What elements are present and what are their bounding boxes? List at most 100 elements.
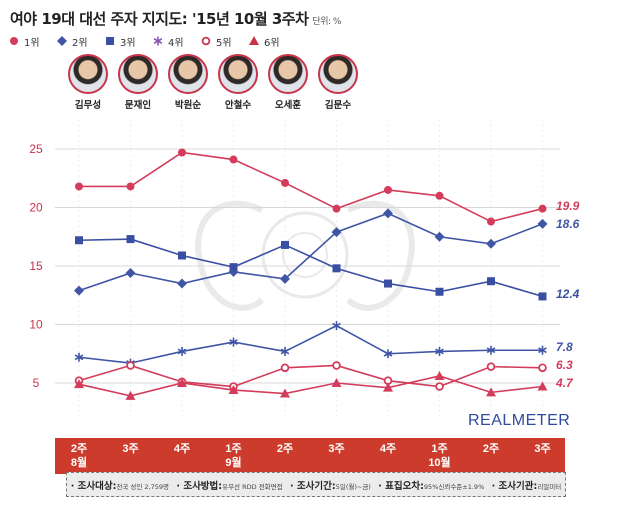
data-point xyxy=(229,263,238,272)
legend: 1위 2위 3위 4위 5위 6위 xyxy=(8,34,608,49)
end-value-label: 18.6 xyxy=(556,217,580,231)
footer-key: · 조사기간: xyxy=(290,480,336,492)
series-line xyxy=(78,212,543,292)
legend-item: 6위 xyxy=(248,34,280,49)
legend-label: 1위 xyxy=(24,37,40,49)
data-point xyxy=(331,378,342,387)
unit-label: 단위: % xyxy=(312,17,341,27)
legend-item: 3위 xyxy=(104,34,136,49)
data-point xyxy=(538,204,547,213)
data-point xyxy=(383,349,393,359)
watermark-emblem xyxy=(195,200,415,311)
legend-marker xyxy=(153,36,163,46)
legend-marker xyxy=(57,36,67,46)
y-tick-label: 15 xyxy=(29,259,43,273)
footer-value: 리얼미터 xyxy=(537,482,562,491)
y-tick-label: 25 xyxy=(29,142,43,156)
series-6 xyxy=(74,370,548,400)
candidate: 문재인 xyxy=(113,54,163,111)
y-tick-label: 20 xyxy=(29,201,43,215)
legend-marker-icon xyxy=(249,36,259,45)
data-point xyxy=(538,292,547,301)
data-point xyxy=(486,362,496,371)
data-point xyxy=(435,287,444,296)
data-point xyxy=(177,378,187,387)
candidate-photo xyxy=(218,54,258,94)
x-tick-label: 1주 xyxy=(225,442,241,455)
data-point xyxy=(229,337,238,347)
legend-item: 4위 xyxy=(152,34,184,49)
data-point xyxy=(435,382,444,391)
footer-key: · 조사대상: xyxy=(70,480,117,492)
legend-label: 5위 xyxy=(216,37,232,49)
legend-item: 1위 xyxy=(8,34,40,49)
data-point xyxy=(126,235,135,244)
x-axis-band xyxy=(55,438,565,474)
x-tick-label: 3주 xyxy=(122,442,138,455)
candidate-name: 김무성 xyxy=(74,100,102,111)
series-line xyxy=(79,151,543,223)
candidate: 김무성 xyxy=(63,54,113,111)
end-value-label: 4.7 xyxy=(555,376,574,390)
legend-marker xyxy=(249,36,259,45)
candidate-photo xyxy=(118,54,158,94)
data-point xyxy=(228,385,239,395)
data-point xyxy=(486,345,496,355)
end-value-label: 19.9 xyxy=(556,199,580,213)
data-point xyxy=(281,178,289,187)
data-point xyxy=(332,264,341,273)
x-tick-label: 1주 xyxy=(431,442,447,455)
data-point xyxy=(75,236,83,245)
legend-label: 2위 xyxy=(72,37,88,49)
footer-item: · 표집오차:95%신뢰수준±1.9% xyxy=(378,478,484,492)
end-value-label: 12.4 xyxy=(556,287,580,301)
data-point xyxy=(537,381,548,391)
candidate-name: 문재인 xyxy=(124,100,152,111)
data-point xyxy=(280,273,290,284)
x-tick-label: 3주 xyxy=(534,442,550,455)
data-point xyxy=(229,155,238,164)
data-point xyxy=(384,279,392,288)
footer-value: 95%신뢰수준±1.9% xyxy=(423,482,485,491)
data-point xyxy=(487,277,495,286)
legend-marker-icon xyxy=(10,37,18,45)
legend-marker-icon xyxy=(106,37,114,45)
series-4 xyxy=(74,321,547,368)
data-point xyxy=(281,240,289,249)
data-point xyxy=(74,285,84,296)
survey-info-footer: · 조사대상:전국 성인 2,759명 · 조사방법:유무선 RDD 전화면접 · … xyxy=(66,472,566,497)
data-point xyxy=(486,238,496,249)
footer-key: · 표집오차: xyxy=(378,480,424,492)
footer-key: · 조사방법: xyxy=(176,480,223,492)
series-line xyxy=(78,238,543,298)
data-point xyxy=(434,231,445,242)
footer-item: · 조사방법:유무선 RDD 전화면접 xyxy=(176,478,282,492)
data-point xyxy=(538,345,547,355)
brand-logo: REALMETER xyxy=(468,412,570,429)
data-point xyxy=(75,182,83,191)
legend-marker xyxy=(10,37,18,45)
data-point xyxy=(435,191,444,200)
series-3 xyxy=(75,235,547,301)
data-point xyxy=(383,382,393,392)
candidate: 박원순 xyxy=(163,54,213,111)
x-tick-label: 4주 xyxy=(380,442,396,455)
candidate-name: 김문수 xyxy=(324,100,352,111)
legend-item: 5위 xyxy=(200,34,232,49)
candidate: 오세훈 xyxy=(263,54,313,111)
title-text: 여야 19대 대선 주자 지지도: '15년 10월 3주차 xyxy=(10,10,309,28)
series-line xyxy=(78,324,543,364)
footer-value: 유무선 RDD 전화면접 xyxy=(222,482,283,491)
data-point xyxy=(487,217,495,226)
legend-marker xyxy=(106,37,114,45)
candidate-name: 박원순 xyxy=(174,100,202,111)
candidate-row: 김무성 문재인 박원순 안철수 오세훈 김문수 xyxy=(65,54,375,114)
data-point xyxy=(126,182,135,191)
x-tick-label: 3주 xyxy=(328,442,344,455)
candidate-name: 안철수 xyxy=(224,100,252,111)
x-tick-month-label: 9월 xyxy=(225,455,241,469)
data-point xyxy=(486,387,496,397)
legend-label: 4위 xyxy=(168,37,184,49)
data-point xyxy=(331,227,342,238)
